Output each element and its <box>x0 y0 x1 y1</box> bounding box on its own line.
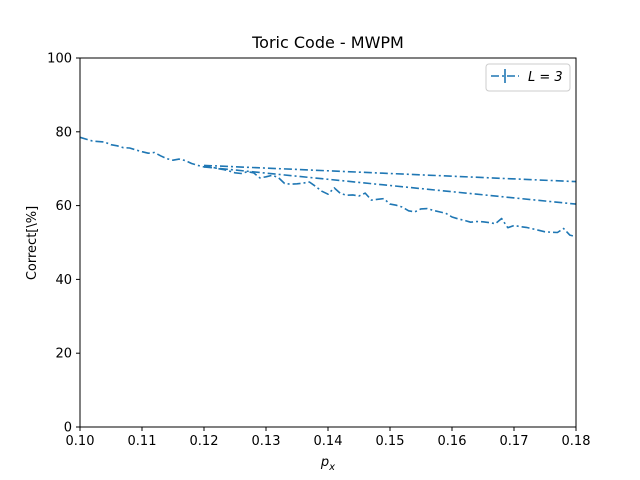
y-tick-label: 0 <box>64 421 72 436</box>
x-tick-label: 0.11 <box>128 434 157 449</box>
legend-box <box>485 63 571 92</box>
x-tick-label: 0.14 <box>314 434 343 449</box>
x-axis-label-sub: x <box>328 462 335 473</box>
x-axis-label-main: p <box>320 455 329 470</box>
series-line-2 <box>203 164 577 183</box>
series-line-1 <box>203 166 577 205</box>
x-tick-label: 0.10 <box>66 434 95 449</box>
x-tick-label: 0.12 <box>190 434 219 449</box>
x-tick-label: 0.18 <box>562 434 591 449</box>
y-tick-label: 100 <box>47 52 72 67</box>
chart-title: Toric Code - MWPM <box>251 33 404 52</box>
x-tick-label: 0.15 <box>376 434 405 449</box>
y-tick-label: 80 <box>55 125 72 140</box>
series-layer <box>79 136 577 238</box>
series-line-0 <box>79 136 577 238</box>
y-tick-label: 20 <box>55 347 72 362</box>
y-axis-label: Correct[\%] <box>25 206 40 280</box>
x-tick-label: 0.13 <box>252 434 281 449</box>
legend: L = 3 <box>485 63 571 92</box>
y-tick-label: 40 <box>55 273 72 288</box>
x-axis: 0.10 0.11 0.12 0.13 0.14 0.15 0.16 0.17 0.18 <box>66 427 591 449</box>
x-axis-label: px <box>320 455 335 473</box>
legend-label: L = 3 <box>528 70 563 85</box>
x-tick-label: 0.17 <box>500 434 529 449</box>
y-axis: 0 20 40 60 80 100 <box>47 52 80 436</box>
y-tick-label: 60 <box>55 199 72 214</box>
x-tick-label: 0.16 <box>438 434 467 449</box>
